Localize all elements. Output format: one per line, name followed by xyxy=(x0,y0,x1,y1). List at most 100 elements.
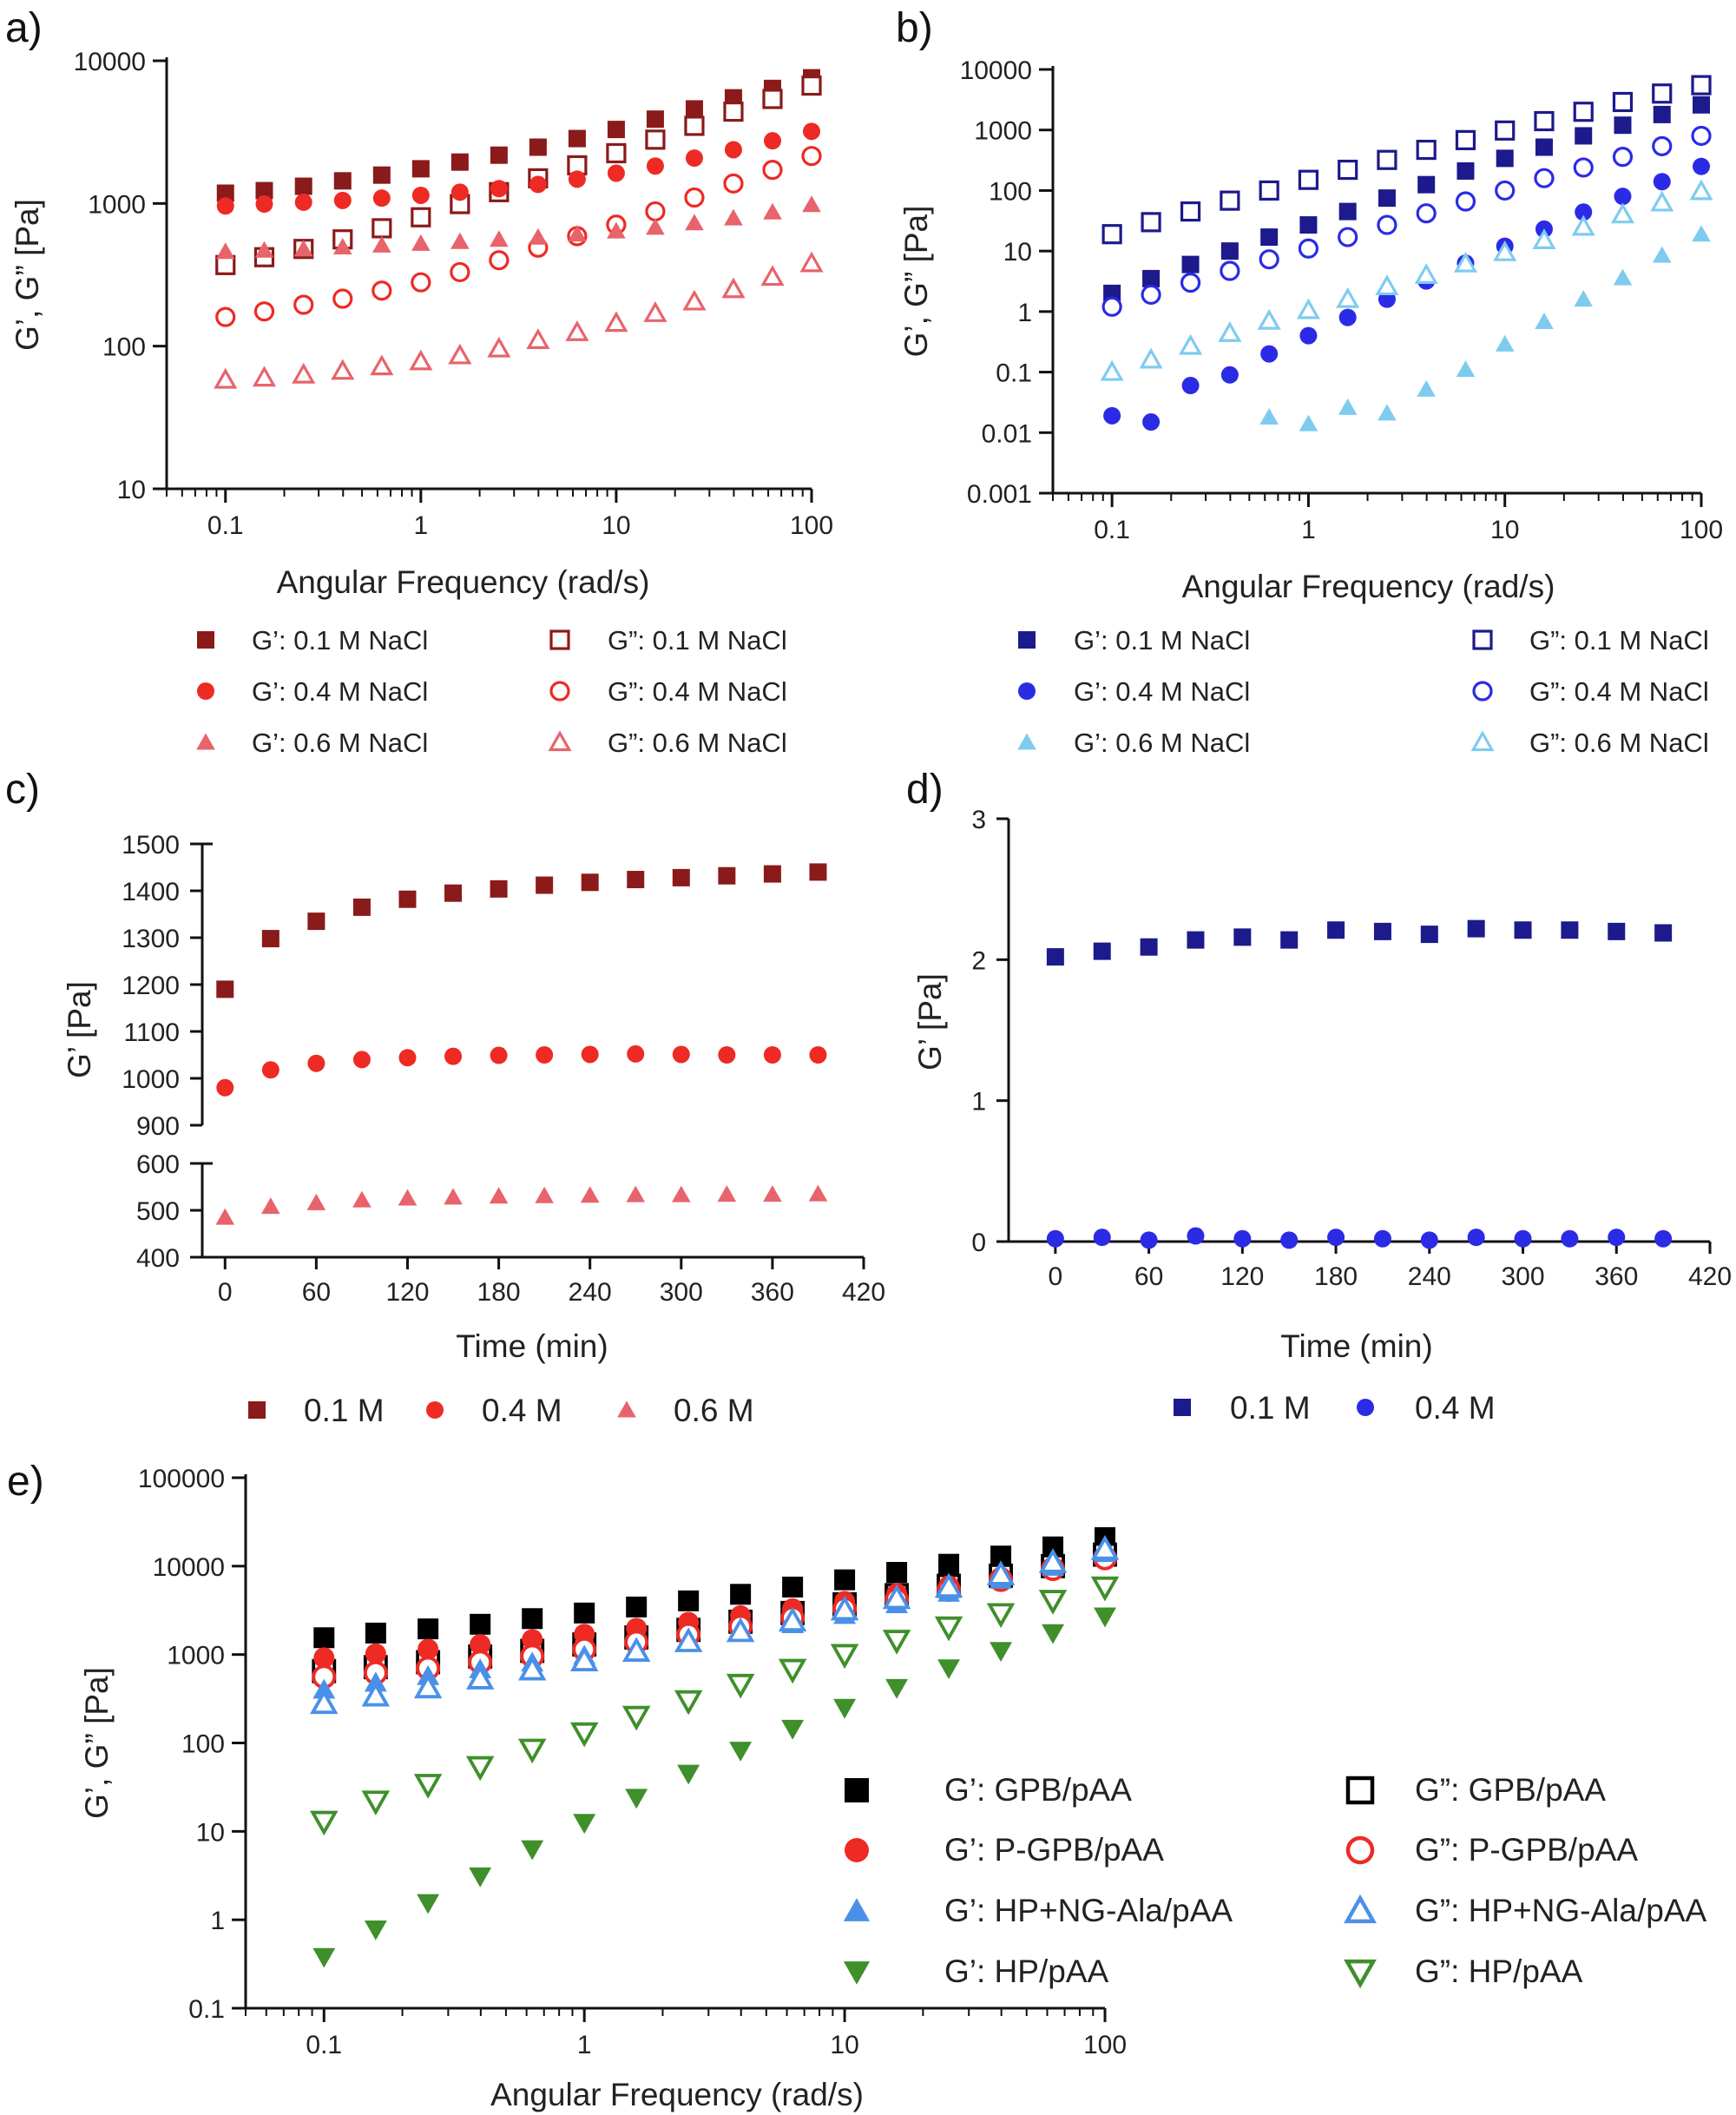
x-tick-label: 420 xyxy=(1688,1262,1732,1291)
chart-panel-a: 0.1 1 10 100 10 100 1000 10000 a) G’, G” [Pa] Angu… xyxy=(5,5,833,758)
legend-marker xyxy=(1345,1835,1375,1865)
data-point xyxy=(255,195,273,214)
data-point xyxy=(627,1044,645,1063)
data-point xyxy=(885,1678,909,1699)
data-point xyxy=(721,277,746,299)
data-point xyxy=(646,110,664,128)
data-point xyxy=(1299,414,1318,432)
y-tick-label: 1000 xyxy=(88,190,146,219)
data-point xyxy=(255,181,273,200)
legend-marker xyxy=(549,681,570,702)
x-tick-label: 120 xyxy=(1220,1262,1264,1291)
data-point xyxy=(1046,1229,1064,1248)
series-3 xyxy=(215,146,822,327)
data-point xyxy=(450,261,470,283)
series-0 xyxy=(1046,919,1673,966)
data-point xyxy=(1416,139,1437,161)
data-point xyxy=(1259,407,1279,425)
data-point xyxy=(1691,125,1712,147)
x-tick-label: 420 xyxy=(842,1278,885,1307)
data-point xyxy=(1187,931,1205,949)
legend-label: 0.1 M xyxy=(304,1393,385,1428)
data-point xyxy=(801,75,822,96)
data-point xyxy=(1650,190,1674,212)
legend-marker xyxy=(548,730,572,752)
data-point xyxy=(1614,188,1632,206)
y-axis-title: G’ [Pa] xyxy=(62,981,97,1078)
data-point xyxy=(718,866,736,885)
data-point xyxy=(626,1596,648,1618)
data-point xyxy=(645,129,666,150)
data-point xyxy=(886,1562,908,1584)
legend-marker xyxy=(1017,733,1036,750)
data-point xyxy=(253,301,275,322)
data-point xyxy=(1038,1548,1068,1573)
data-point xyxy=(1612,91,1634,113)
data-point xyxy=(413,1774,443,1799)
y-tick-label: 2 xyxy=(971,946,986,975)
data-point xyxy=(621,1637,651,1662)
data-point xyxy=(352,1190,372,1208)
legend-label: G’: HP+NG-Ala/pAA xyxy=(944,1893,1233,1928)
data-point xyxy=(801,146,822,167)
data-point xyxy=(364,1920,387,1940)
y-tick-label: 1400 xyxy=(122,878,180,906)
data-point xyxy=(1218,320,1242,342)
legend-marker xyxy=(1472,681,1493,702)
data-point xyxy=(1233,1229,1252,1248)
y-tick-label: 10 xyxy=(117,476,146,504)
data-point xyxy=(252,366,277,387)
y-tick-label: 10000 xyxy=(153,1553,225,1582)
legend-label: G”: 0.4 M NaCl xyxy=(1529,676,1709,707)
x-axis-title: Angular Frequency (rad/s) xyxy=(1182,569,1555,604)
series-5 xyxy=(1100,179,1713,381)
data-point xyxy=(411,186,430,204)
data-point xyxy=(1614,116,1632,135)
data-point xyxy=(1496,149,1514,168)
data-point xyxy=(215,306,236,327)
data-point xyxy=(465,1664,495,1690)
data-point xyxy=(646,157,664,175)
data-point xyxy=(569,1646,599,1671)
data-point xyxy=(333,191,352,209)
data-point xyxy=(568,170,586,188)
x-tick-label: 0.1 xyxy=(306,2031,342,2059)
data-point xyxy=(1417,379,1436,397)
data-point xyxy=(1495,334,1515,352)
legend-marker xyxy=(1344,1894,1377,1924)
data-point xyxy=(1103,406,1121,425)
x-tick-label: 120 xyxy=(385,1278,429,1307)
data-point xyxy=(1280,1231,1299,1249)
x-tick-label: 60 xyxy=(1134,1262,1163,1291)
data-point xyxy=(1180,201,1201,222)
data-point xyxy=(1141,212,1161,233)
x-tick-label: 240 xyxy=(569,1278,612,1307)
series-2 xyxy=(216,122,820,215)
data-point xyxy=(1101,296,1122,317)
data-point xyxy=(1693,157,1710,175)
data-point xyxy=(261,930,279,948)
data-point xyxy=(1417,175,1436,194)
data-point xyxy=(333,172,352,190)
data-point xyxy=(1535,313,1554,330)
data-point xyxy=(717,1185,737,1202)
series-1 xyxy=(216,1044,827,1097)
panel-label: e) xyxy=(7,1459,44,1505)
data-point xyxy=(1375,274,1399,296)
data-point xyxy=(490,230,509,247)
data-point xyxy=(293,240,313,257)
data-point xyxy=(799,251,824,273)
data-point xyxy=(678,1590,700,1611)
data-point xyxy=(1455,129,1476,150)
data-point xyxy=(1653,173,1671,191)
data-point xyxy=(1260,228,1279,247)
data-point xyxy=(444,1188,463,1205)
data-point xyxy=(682,289,707,311)
data-point xyxy=(1575,203,1593,221)
data-point xyxy=(372,235,391,253)
data-point xyxy=(1100,359,1124,381)
data-point xyxy=(1336,287,1360,308)
data-point xyxy=(934,1616,963,1642)
y-tick-label: 1000 xyxy=(974,117,1032,146)
legend-label: G”: HP/pAA xyxy=(1415,1954,1583,1989)
